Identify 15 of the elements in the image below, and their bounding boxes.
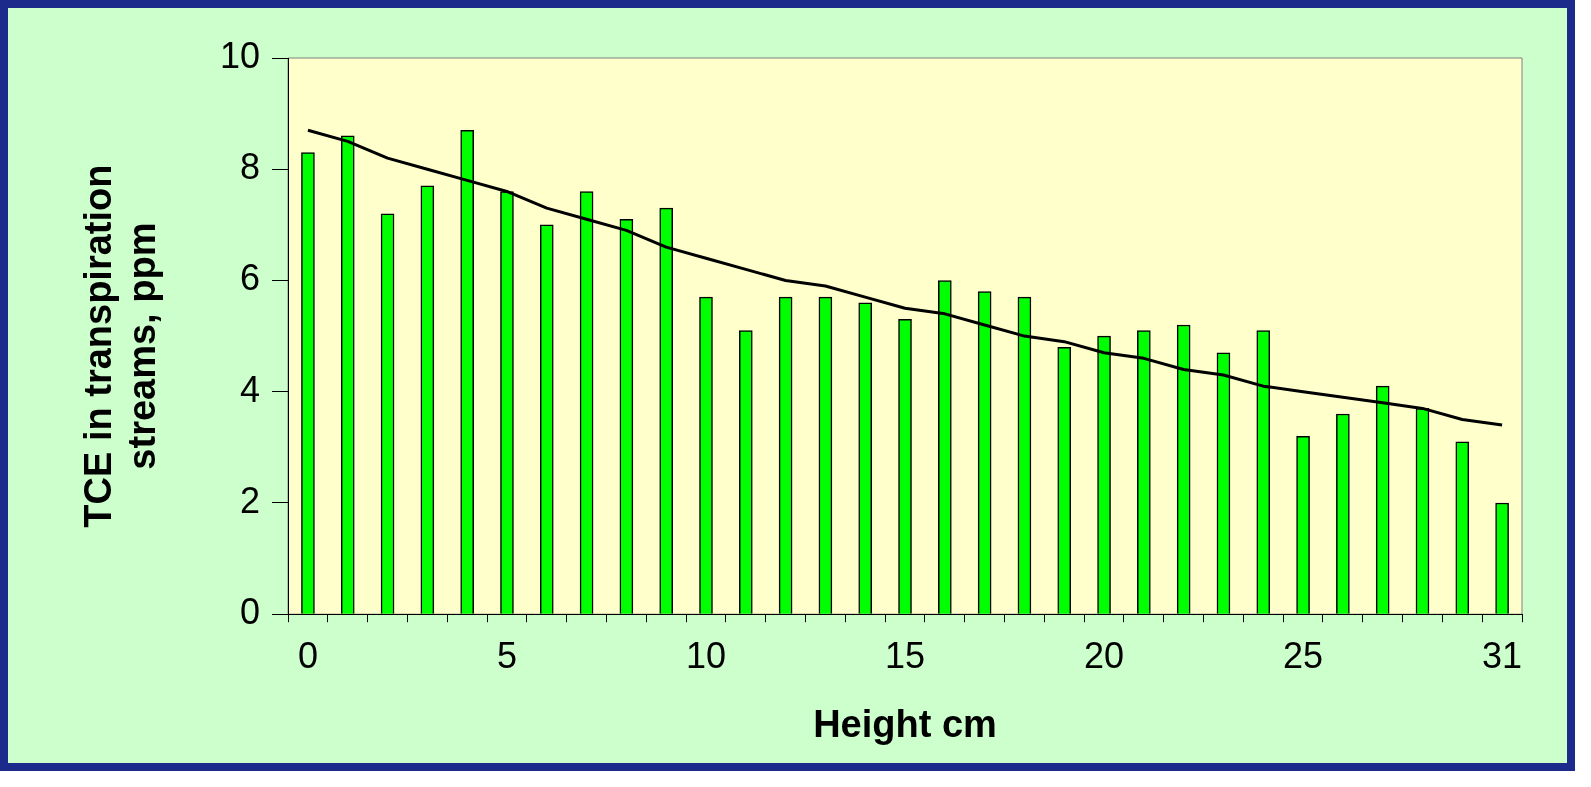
y-tick-label: 0 bbox=[240, 591, 261, 633]
x-tick-label: 25 bbox=[1283, 634, 1324, 676]
y-tick-label: 10 bbox=[220, 34, 261, 76]
x-tick-label: 15 bbox=[885, 634, 926, 676]
x-tick-label: 0 bbox=[297, 634, 318, 676]
x-axis-title: Height cm bbox=[813, 702, 997, 745]
y-tick-label: 6 bbox=[240, 257, 261, 299]
x-tick-label: 20 bbox=[1084, 634, 1125, 676]
y-tick-label: 8 bbox=[240, 146, 261, 188]
x-tick-label: 10 bbox=[685, 634, 727, 676]
y-tick-label: 2 bbox=[240, 479, 261, 521]
x-tick-label: 5 bbox=[496, 634, 517, 676]
x-tick-label: 31 bbox=[1482, 634, 1523, 676]
y-axis-title: TCE in transpiration streams, ppm bbox=[77, 164, 164, 528]
y-tick-label: 4 bbox=[240, 368, 261, 410]
